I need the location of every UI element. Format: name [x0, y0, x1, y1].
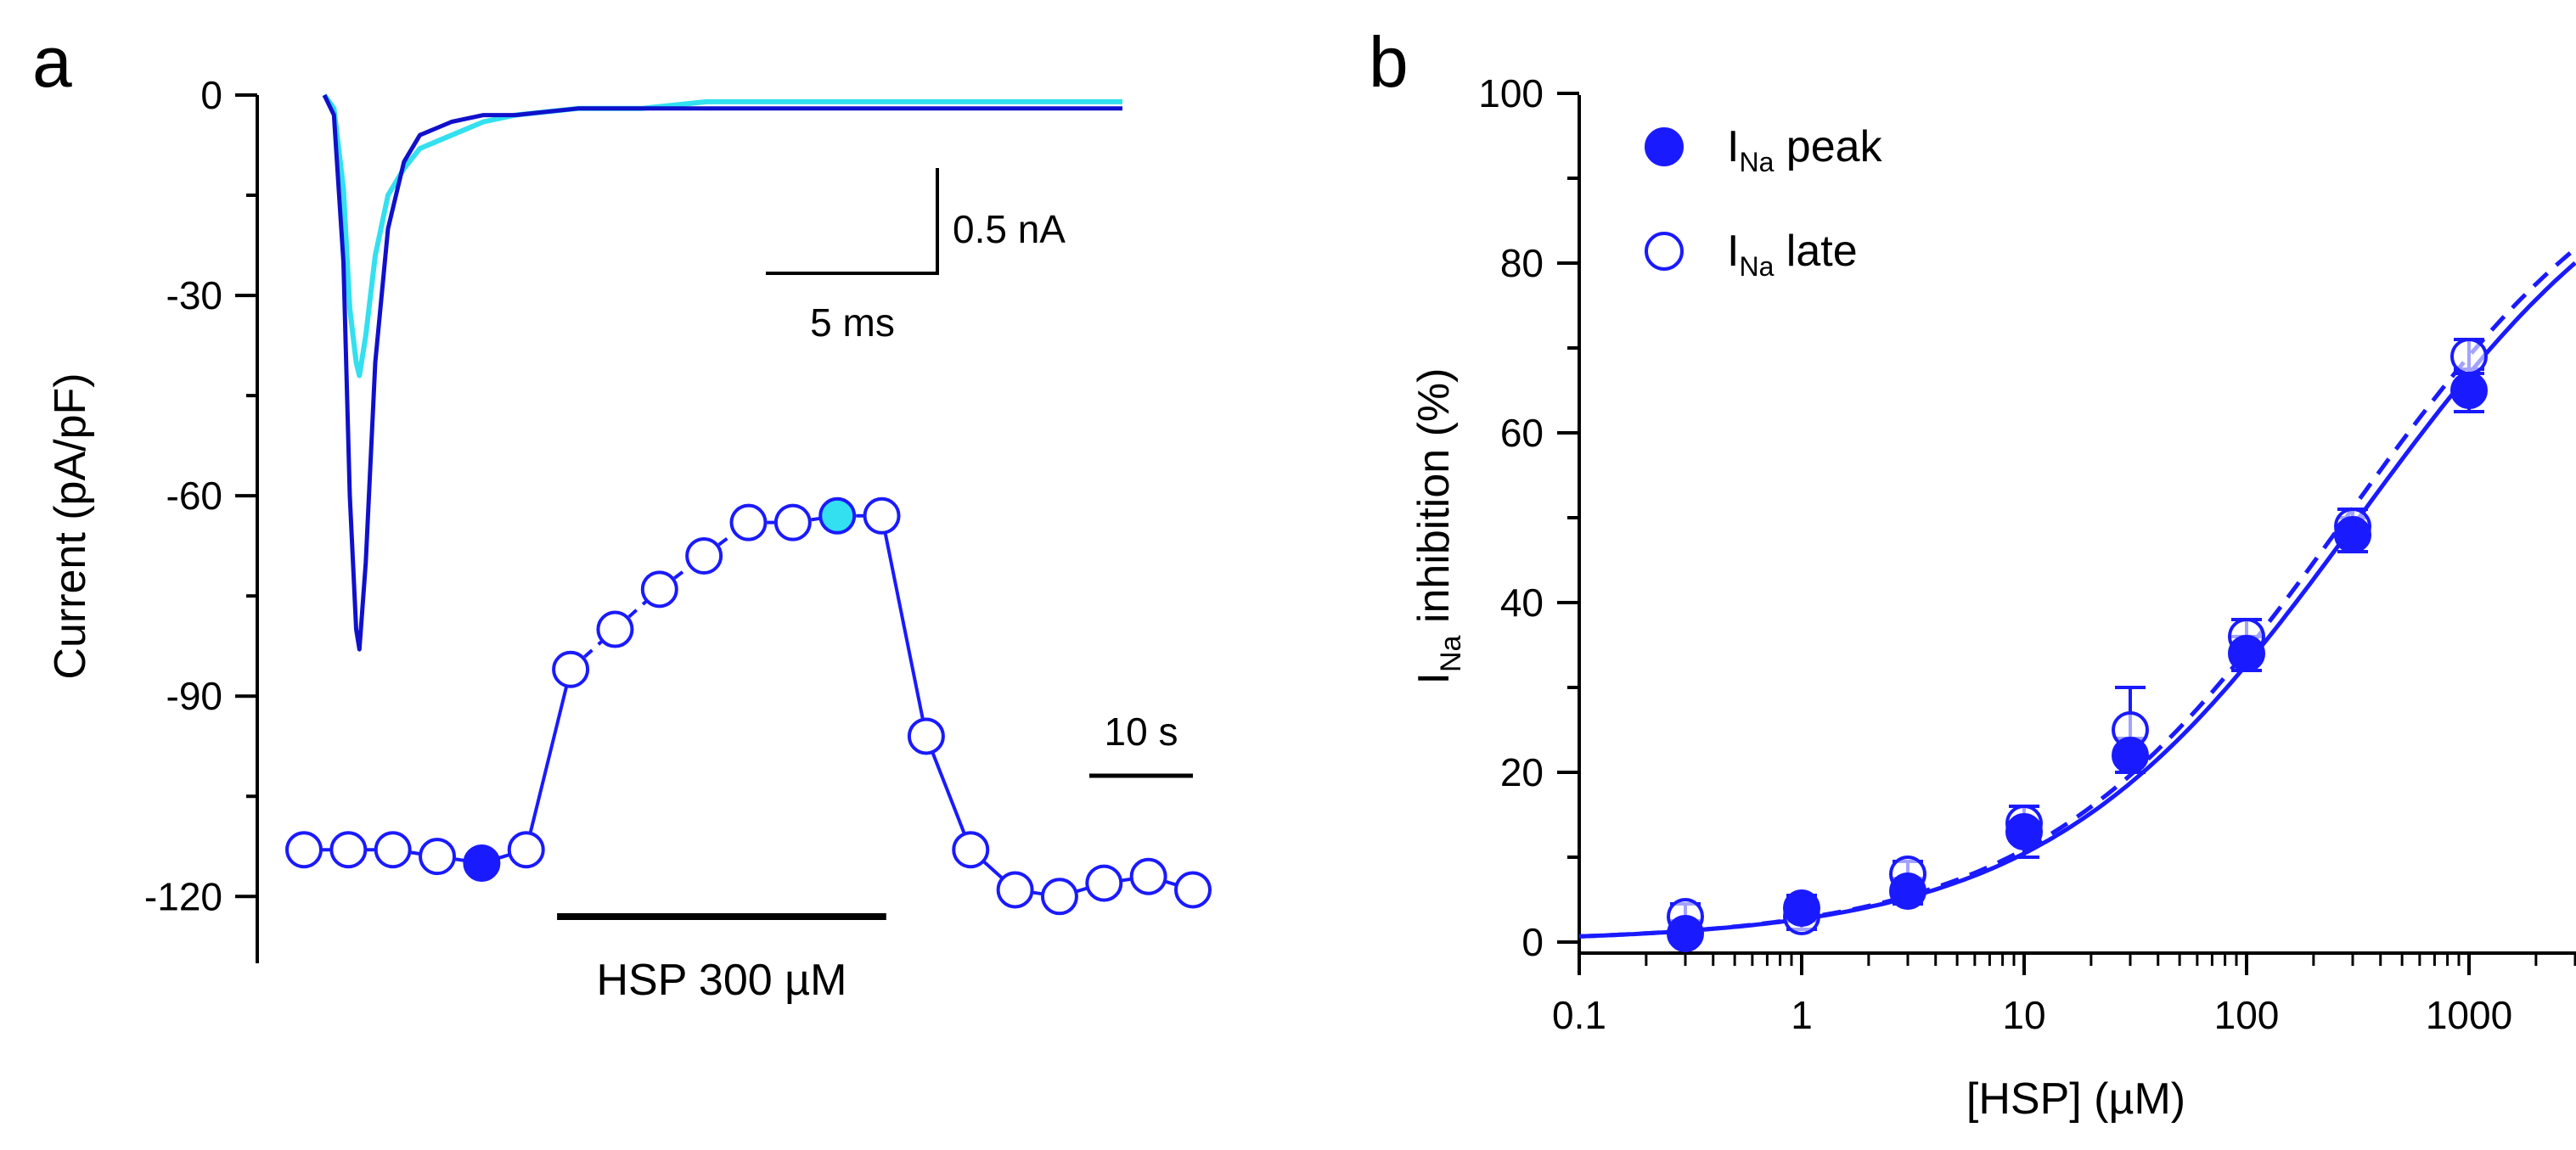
panel-b-y-tick-label: 80	[1500, 241, 1544, 285]
peak-data-point	[2334, 516, 2372, 553]
panel-b-y-tick-label: 0	[1521, 920, 1544, 964]
legend-late-marker	[1645, 232, 1684, 271]
panel-b-x-tick-label: 100	[2214, 993, 2280, 1037]
time-course-point-control	[463, 844, 501, 882]
time-course-point	[1174, 871, 1212, 909]
panel-b-x-axis-label: [HSP] (µM)	[1966, 1074, 2185, 1124]
time-course-point	[329, 831, 368, 869]
legend-peak-main: I	[1727, 122, 1739, 171]
time-course-point	[685, 536, 723, 575]
y-label-main: I	[1409, 672, 1459, 684]
time-course-point	[1085, 864, 1123, 902]
late-data-point	[2450, 338, 2488, 375]
panel-b-x-tick-label: 0.1	[1552, 993, 1606, 1037]
panel-b-y-tick-label: 40	[1500, 581, 1544, 625]
time-course-point	[640, 570, 678, 609]
time-course-point	[507, 831, 545, 869]
y-label-sub: Na	[1435, 635, 1467, 672]
peak-data-point	[2005, 813, 2043, 850]
panel-b-y-ticks: 0 20 40 60 80 100	[1478, 71, 1579, 964]
time-course-point	[374, 831, 412, 869]
hsp-application: HSP 300 µM	[557, 913, 886, 1005]
legend-late-main: I	[1727, 227, 1739, 276]
panel-a-y-axis-label: Current (pA/pF)	[46, 373, 95, 679]
peak-data-point	[1889, 872, 1927, 910]
panel-a-letter: a	[32, 22, 72, 102]
time-course-point	[552, 650, 590, 688]
panel-b-x-tick-label: 1000	[2426, 993, 2512, 1037]
legend-peak-label: INa peak	[1727, 122, 1883, 177]
panel-b-y-tick-label: 20	[1500, 750, 1544, 794]
time-course-point	[285, 831, 323, 869]
panel-b-fit-curves	[1578, 247, 2576, 939]
panel-a-current-traces	[322, 93, 1122, 652]
current-scale-label: 0.5 nA	[953, 207, 1066, 251]
legend-late-label: INa late	[1727, 227, 1858, 282]
legend-peak-marker	[1645, 127, 1684, 166]
time-course-scale-bar: 10 s	[1089, 710, 1193, 778]
legend-late-sub: Na	[1739, 251, 1774, 282]
time-course-point-hsp	[818, 496, 857, 535]
panel-b-x-tick-label: 1	[1791, 993, 1813, 1037]
peak-data-point	[2112, 737, 2150, 774]
time-course-point	[729, 503, 768, 541]
time-course-segment	[880, 515, 928, 737]
panel-a-y-ticks: 0 -30 -60 -90 -120	[144, 73, 257, 918]
legend-peak-rest: peak	[1774, 122, 1882, 171]
legend: INa peak INa late	[1645, 122, 1883, 282]
panel-a-time-course	[285, 496, 1212, 916]
time-course-segment	[925, 735, 973, 850]
panel-b-letter: b	[1369, 22, 1409, 102]
panel-a-y-tick-label: -120	[144, 874, 222, 918]
time-course-point	[596, 610, 634, 648]
panel-a: a 0 -30 -60 -90 -120 Current (pA/pF) 0.5 nA …	[32, 22, 1212, 1005]
peak-data-point	[1783, 889, 1820, 927]
panel-a-y-tick-label: -90	[166, 674, 222, 718]
panel-a-y-tick-label: 0	[200, 73, 222, 117]
trace-scale-bar: 0.5 nA 5 ms	[766, 168, 1066, 345]
peak-fit-curve	[1578, 261, 2576, 939]
control-current-trace	[322, 93, 1122, 652]
hsp-current-trace	[322, 93, 1122, 379]
time-course-segment	[524, 669, 573, 850]
panel-a-y-tick-label: -30	[166, 273, 222, 317]
time-course-point	[907, 717, 945, 755]
time-course-point	[419, 838, 457, 876]
time-course-point	[952, 831, 990, 869]
hsp-application-label: HSP 300 µM	[596, 956, 846, 1005]
time-course-point	[1040, 878, 1078, 916]
panel-b-data-points	[1667, 338, 2488, 952]
y-label-rest: inhibition (%)	[1409, 368, 1459, 636]
time-course-point	[773, 503, 812, 541]
peak-data-point	[2228, 635, 2265, 672]
time-course-point	[1129, 857, 1167, 895]
legend-late-rest: late	[1774, 227, 1857, 276]
time-course-point	[863, 496, 901, 535]
time-course-point	[996, 871, 1034, 909]
panel-b-y-axis-label: INa inhibition (%)	[1409, 368, 1467, 685]
ten-second-scale-label: 10 s	[1105, 710, 1178, 754]
panel-a-y-tick-label: -60	[166, 474, 222, 518]
time-scale-label: 5 ms	[810, 300, 895, 345]
peak-data-point	[2450, 372, 2488, 409]
late-fit-curve	[1578, 247, 2576, 939]
panel-b-x-tick-label: 10	[2002, 993, 2045, 1037]
panel-b-y-tick-label: 100	[1478, 71, 1544, 115]
panel-b-y-tick-label: 60	[1500, 411, 1544, 455]
legend-peak-sub: Na	[1739, 147, 1774, 177]
panel-b-x-ticks: 0.1 1 10 100 1000	[1552, 953, 2576, 1037]
peak-data-point	[1667, 915, 1705, 952]
